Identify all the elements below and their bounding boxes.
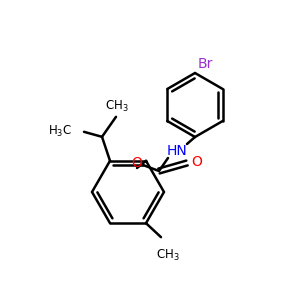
Text: O: O (191, 155, 202, 169)
Text: O: O (132, 156, 142, 170)
Text: CH$_3$: CH$_3$ (105, 99, 129, 114)
Text: CH$_3$: CH$_3$ (156, 248, 180, 263)
Text: Br: Br (198, 57, 213, 71)
Text: H$_3$C: H$_3$C (48, 124, 72, 140)
Text: HN: HN (167, 144, 188, 158)
